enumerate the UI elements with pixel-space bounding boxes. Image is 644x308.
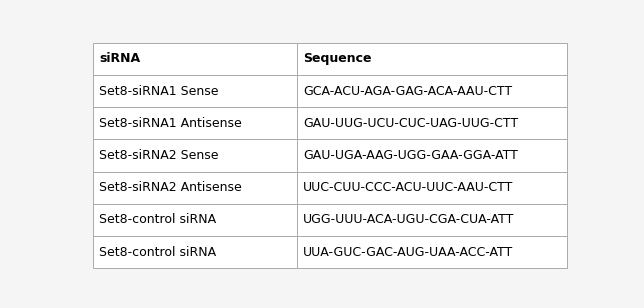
Text: Set8-control siRNA: Set8-control siRNA: [99, 213, 216, 226]
Bar: [297, 43, 567, 75]
Text: UGG-UUU-ACA-UGU-CGA-CUA-ATT: UGG-UUU-ACA-UGU-CGA-CUA-ATT: [303, 213, 514, 226]
Text: Sequence: Sequence: [303, 52, 372, 66]
Text: GAU-UUG-UCU-CUC-UAG-UUG-CTT: GAU-UUG-UCU-CUC-UAG-UUG-CTT: [303, 117, 518, 130]
Bar: [297, 107, 567, 140]
Bar: [93, 236, 297, 268]
Text: UUC-CUU-CCC-ACU-UUC-AAU-CTT: UUC-CUU-CCC-ACU-UUC-AAU-CTT: [303, 181, 513, 194]
Bar: [93, 107, 297, 140]
Bar: [93, 140, 297, 172]
Bar: [297, 204, 567, 236]
Text: GCA-ACU-AGA-GAG-ACA-AAU-CTT: GCA-ACU-AGA-GAG-ACA-AAU-CTT: [303, 85, 512, 98]
Text: Set8-siRNA1 Antisense: Set8-siRNA1 Antisense: [99, 117, 242, 130]
Text: siRNA: siRNA: [99, 52, 140, 66]
Text: Set8-siRNA2 Antisense: Set8-siRNA2 Antisense: [99, 181, 242, 194]
Bar: [297, 140, 567, 172]
Text: Set8-siRNA2 Sense: Set8-siRNA2 Sense: [99, 149, 218, 162]
Bar: [93, 75, 297, 107]
Bar: [297, 236, 567, 268]
Text: GAU-UGA-AAG-UGG-GAA-GGA-ATT: GAU-UGA-AAG-UGG-GAA-GGA-ATT: [303, 149, 518, 162]
Text: Set8-control siRNA: Set8-control siRNA: [99, 245, 216, 259]
Bar: [93, 43, 297, 75]
Bar: [297, 172, 567, 204]
Bar: [93, 204, 297, 236]
Bar: [297, 75, 567, 107]
Bar: [93, 172, 297, 204]
Text: Set8-siRNA1 Sense: Set8-siRNA1 Sense: [99, 85, 218, 98]
Text: UUA-GUC-GAC-AUG-UAA-ACC-ATT: UUA-GUC-GAC-AUG-UAA-ACC-ATT: [303, 245, 513, 259]
